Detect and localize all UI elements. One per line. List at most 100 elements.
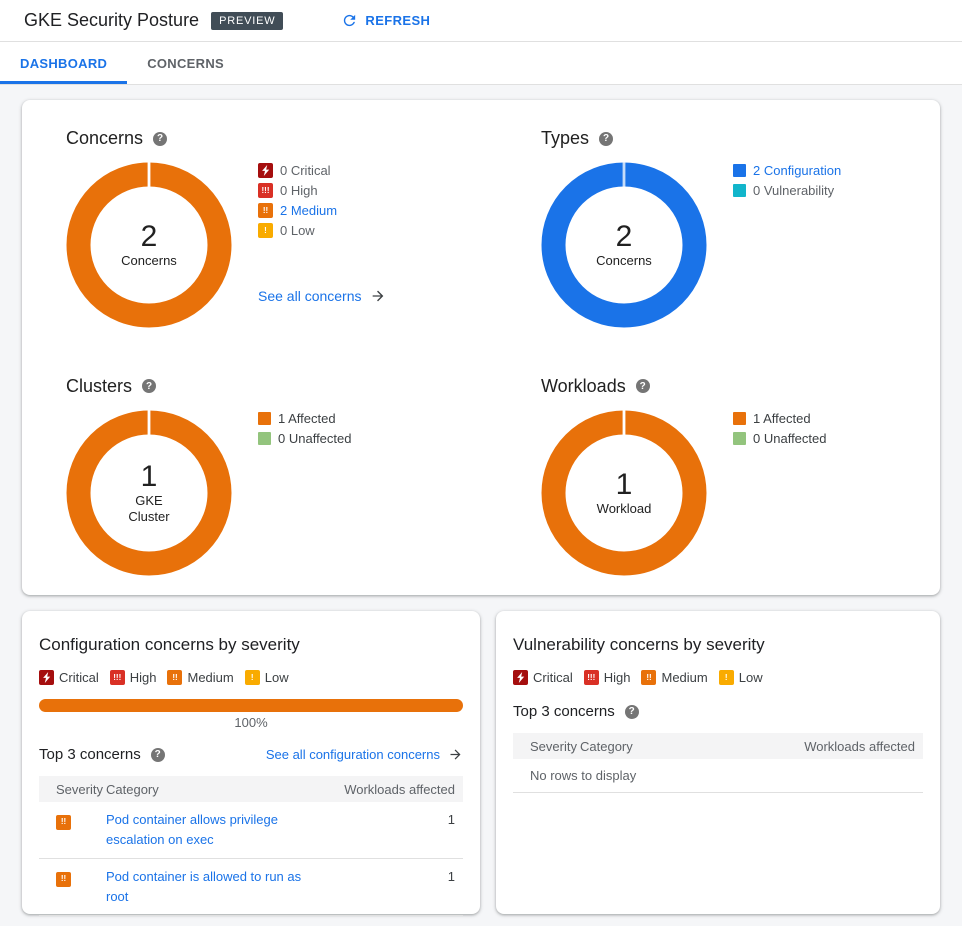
workloads-donut-center: 1 Workload [541, 410, 707, 576]
severity-legend-high: !!! High [109, 670, 156, 685]
legend-label: 2 Configuration [753, 163, 842, 178]
legend-item-affected: 1 Affected [733, 411, 826, 426]
high-severity-icon: !!! [109, 670, 125, 685]
concerns-count: 2 [140, 220, 158, 254]
severity-legend-low: ! Low [244, 670, 289, 685]
legend-label: 0 Critical [280, 163, 331, 178]
legend-label: 0 Vulnerability [753, 183, 835, 198]
types-title: Types [541, 128, 590, 148]
table-header: Severity Category Workloads affected [39, 776, 463, 802]
severity-label: Medium [187, 670, 234, 685]
configuration-color-chip [733, 164, 746, 177]
table-header: Severity Category Workloads affected [513, 733, 923, 759]
arrow-forward-icon [370, 288, 386, 304]
table-row: !! Pod container is allowed to run as ro… [39, 859, 463, 916]
high-severity-icon: !!! [258, 183, 273, 198]
unaffected-color-chip [258, 431, 271, 445]
legend-item-low: ! 0 Low [258, 223, 386, 238]
column-header-workloads: Workloads affected [344, 781, 455, 797]
refresh-button[interactable]: REFRESH [341, 12, 430, 29]
tab-dashboard[interactable]: DASHBOARD [0, 42, 128, 84]
concerns-legend: 0 Critical !!! 0 High !! 2 Medium ! 0 [258, 162, 386, 328]
help-icon[interactable]: ? [635, 379, 650, 393]
tab-concerns[interactable]: CONCERNS [127, 42, 244, 84]
severity-stacked-bar[interactable] [39, 699, 463, 712]
concerns-section: Concerns ? 2 Concerns [22, 100, 481, 348]
affected-color-chip [733, 411, 746, 425]
clusters-legend: 1 Affected 0 Unaffected [258, 410, 351, 576]
medium-severity-icon: !! [56, 871, 71, 887]
table-row: !! Pod container allows privilege escala… [39, 802, 463, 859]
tab-bar: DASHBOARD CONCERNS [0, 42, 962, 85]
vulnerability-concerns-card: Vulnerability concerns by severity Criti… [496, 611, 940, 914]
tab-dashboard-label: DASHBOARD [20, 55, 108, 71]
unaffected-color-chip [733, 431, 746, 445]
refresh-icon [341, 12, 358, 29]
see-all-configuration-concerns-link[interactable]: See all configuration concerns [266, 747, 463, 762]
dashboard-content: Concerns ? 2 Concerns [0, 85, 962, 926]
help-icon[interactable]: ? [153, 131, 168, 146]
concern-category-link[interactable]: Pod container allows privilege escalatio… [106, 812, 278, 847]
severity-label: Critical [533, 670, 573, 685]
clusters-donut-center: 1 GKE Cluster [66, 410, 232, 576]
legend-item-configuration[interactable]: 2 Configuration [733, 163, 841, 178]
low-severity-icon: ! [718, 670, 734, 685]
legend-label: 0 Unaffected [278, 430, 352, 446]
vulnerability-card-title: Vulnerability concerns by severity [513, 635, 765, 654]
severity-legend-critical: Critical [513, 670, 573, 685]
workloads-donut-chart[interactable]: 1 Workload [541, 409, 707, 576]
legend-label: 2 Medium [280, 203, 338, 218]
legend-label: 1 Affected [278, 410, 336, 426]
types-legend: 2 Configuration 0 Vulnerability [733, 162, 841, 328]
preview-badge: PREVIEW [211, 11, 284, 30]
low-severity-icon: ! [258, 223, 273, 238]
top-concerns-table: Severity Category Workloads affected !! … [39, 776, 463, 916]
concern-category-link[interactable]: Pod container is allowed to run as root [106, 869, 302, 904]
column-header-severity: Severity [530, 738, 577, 754]
legend-label: 1 Affected [753, 410, 811, 426]
top-concerns-table: Severity Category Workloads affected No … [513, 733, 923, 793]
workloads-affected-value: 1 [447, 812, 455, 827]
types-section: Types ? 2 Concerns [481, 100, 940, 348]
workloads-title: Workloads [541, 375, 626, 396]
types-donut-center: 2 Concerns [541, 162, 707, 328]
help-icon[interactable]: ? [599, 131, 614, 146]
arrow-forward-icon [448, 747, 463, 762]
types-count: 2 [615, 220, 633, 254]
help-icon[interactable]: ? [142, 379, 157, 393]
top-concerns-title: Top 3 concerns [39, 746, 141, 763]
see-all-configuration-label: See all configuration concerns [265, 747, 440, 762]
clusters-section: Clusters ? 1 GKE Cluster [22, 348, 481, 596]
workloads-affected-value: 1 [447, 869, 455, 884]
severity-legend-critical: Critical [39, 670, 99, 685]
see-all-concerns-link[interactable]: See all concerns [258, 288, 386, 304]
types-count-label: Concerns [596, 253, 652, 269]
page-title: GKE Security Posture [24, 10, 200, 30]
high-severity-icon: !!! [583, 670, 599, 685]
concerns-donut-chart[interactable]: 2 Concerns [66, 162, 232, 328]
severity-label: Critical [59, 670, 99, 685]
concerns-title: Concerns [66, 128, 144, 148]
critical-severity-icon [513, 670, 528, 685]
legend-item-medium[interactable]: !! 2 Medium [258, 203, 386, 218]
refresh-label: REFRESH [365, 13, 431, 28]
severity-legend-medium: !! Medium [641, 670, 708, 685]
affected-color-chip [258, 411, 271, 425]
clusters-count: 1 [140, 459, 158, 493]
workloads-count: 1 [615, 467, 633, 501]
workloads-section: Workloads ? 1 Workload [481, 348, 940, 596]
legend-label: 0 Unaffected [753, 430, 827, 446]
column-header-category: Category [580, 738, 633, 754]
clusters-title: Clusters [66, 375, 133, 396]
clusters-donut-chart[interactable]: 1 GKE Cluster [66, 409, 232, 576]
severity-legend-low: ! Low [718, 670, 763, 685]
low-severity-icon: ! [244, 670, 260, 685]
legend-label: 0 High [280, 183, 318, 198]
help-icon[interactable]: ? [624, 704, 639, 719]
help-icon[interactable]: ? [150, 747, 165, 762]
types-donut-chart[interactable]: 2 Concerns [541, 162, 707, 328]
critical-severity-icon [258, 163, 273, 178]
tab-concerns-label: CONCERNS [147, 55, 224, 71]
legend-item-unaffected: 0 Unaffected [258, 431, 351, 446]
medium-severity-icon: !! [258, 203, 273, 218]
